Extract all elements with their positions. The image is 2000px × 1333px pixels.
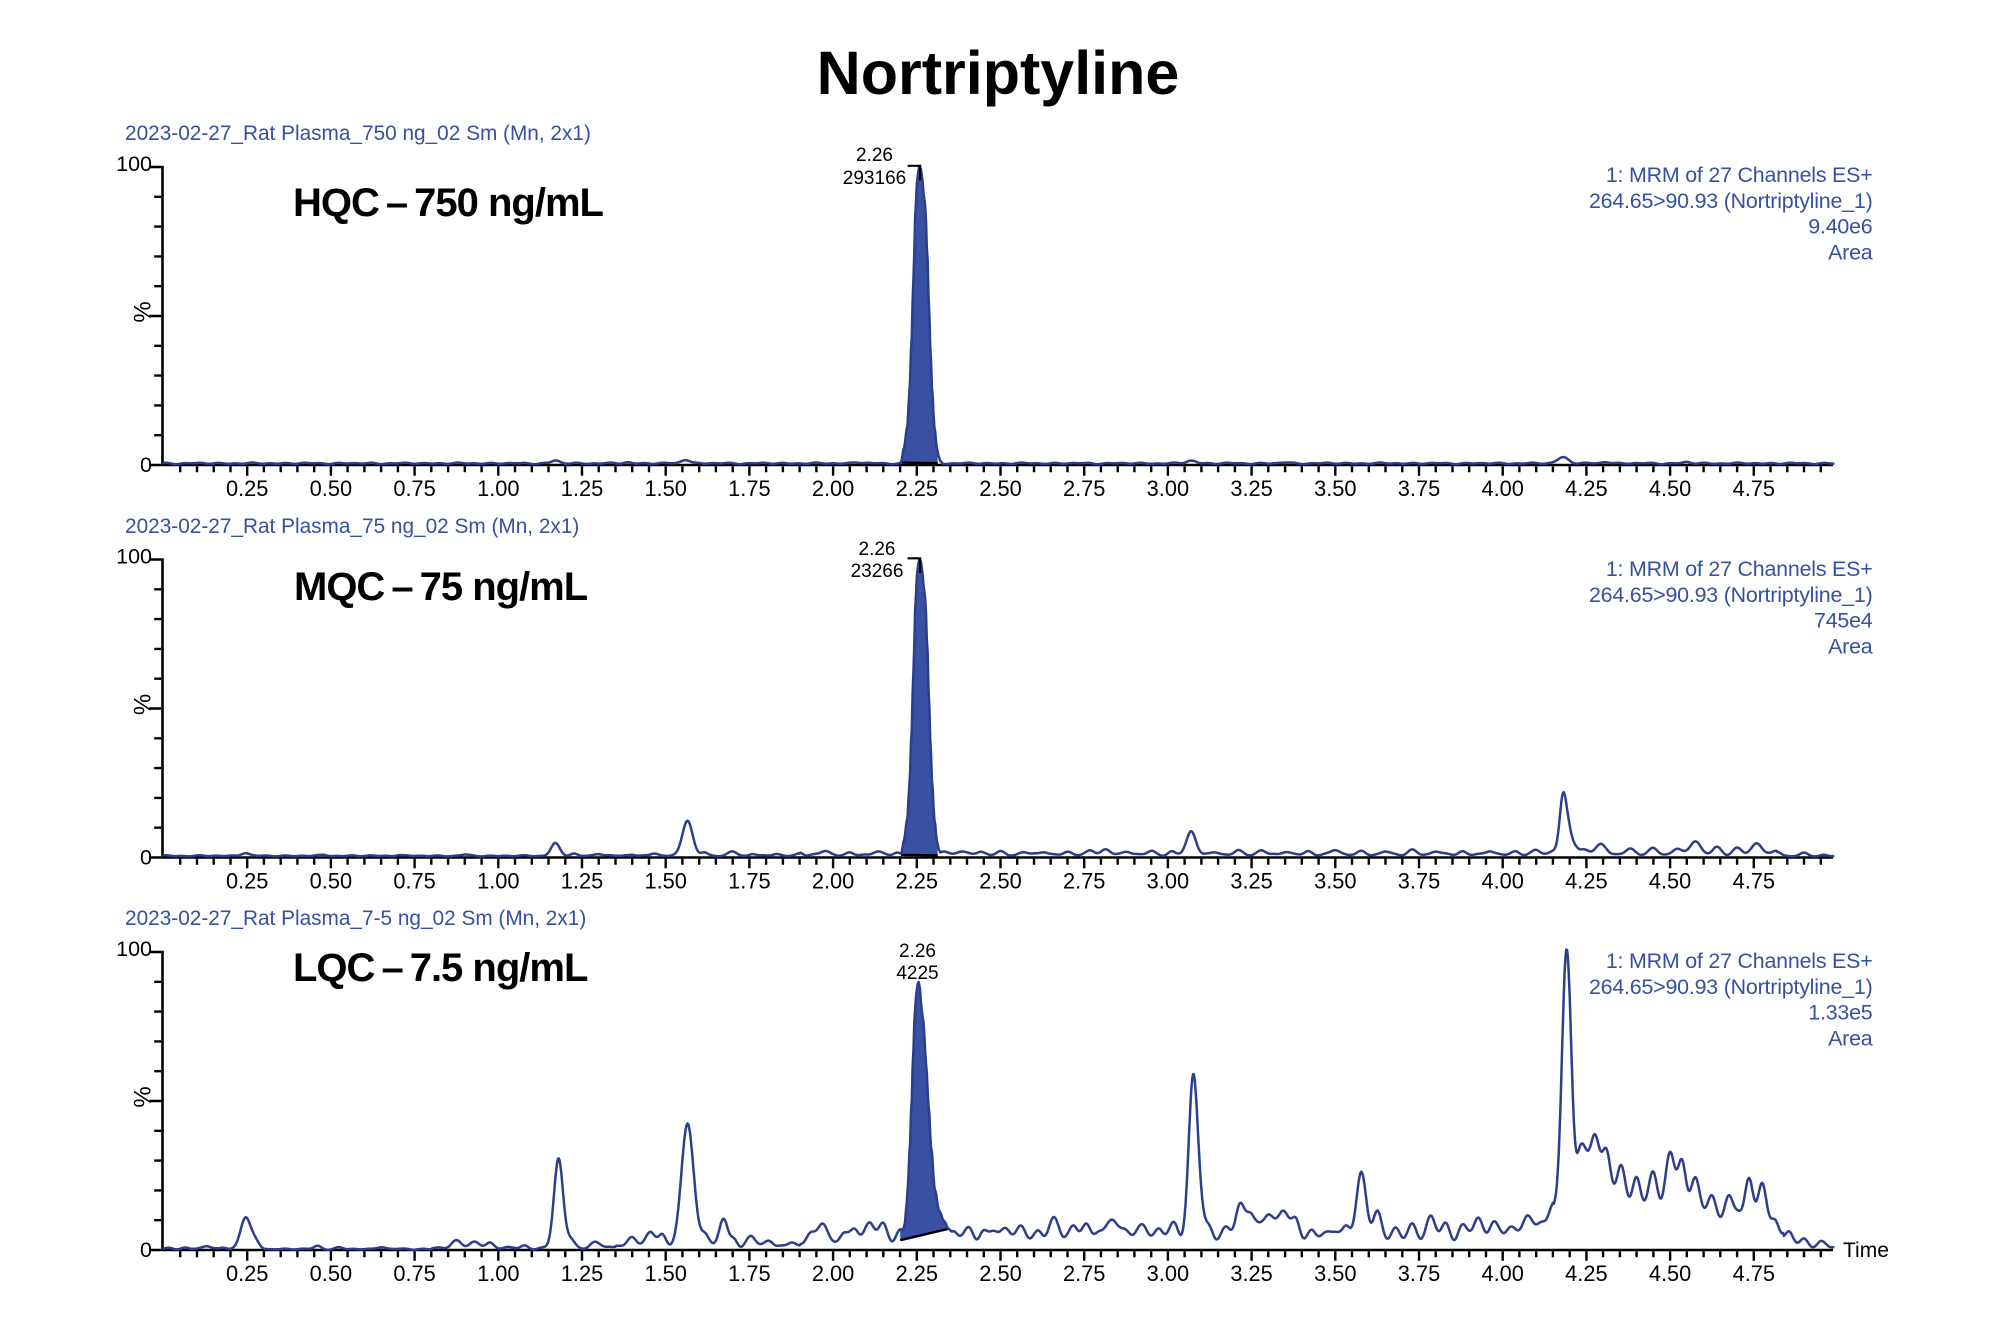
svg-text:100: 100 [116,152,152,176]
svg-text:3.75: 3.75 [1398,1261,1440,1286]
svg-text:2.50: 2.50 [979,1261,1021,1286]
svg-text:3.00: 3.00 [1147,869,1189,894]
svg-text:LQC – 7.5 ng/mL: LQC – 7.5 ng/mL [293,946,588,990]
svg-text:2.75: 2.75 [1063,476,1105,501]
svg-text:1.75: 1.75 [728,476,770,501]
svg-text:1.00: 1.00 [477,1261,519,1286]
svg-text:1: MRM of 27 Channels ES+: 1: MRM of 27 Channels ES+ [1606,557,1873,581]
svg-text:4.75: 4.75 [1733,476,1775,501]
svg-text:Area: Area [1828,634,1873,658]
svg-text:%: % [130,301,157,322]
svg-text:1.33e5: 1.33e5 [1808,1001,1872,1025]
svg-text:1.25: 1.25 [561,869,603,894]
svg-text:Nortriptyline: Nortriptyline [817,39,1180,107]
svg-text:0: 0 [140,1238,152,1262]
svg-text:4.00: 4.00 [1481,869,1523,894]
svg-text:4.00: 4.00 [1481,1261,1523,1286]
svg-text:0.25: 0.25 [226,869,268,894]
svg-text:4.50: 4.50 [1649,869,1691,894]
svg-text:HQC – 750 ng/mL: HQC – 750 ng/mL [293,181,604,225]
svg-text:2.00: 2.00 [812,1261,854,1286]
svg-text:100: 100 [116,545,152,569]
svg-text:0: 0 [140,453,152,477]
svg-text:1: MRM of 27 Channels ES+: 1: MRM of 27 Channels ES+ [1606,949,1873,973]
svg-text:4.25: 4.25 [1565,869,1607,894]
svg-text:2.00: 2.00 [812,869,854,894]
svg-text:4.50: 4.50 [1649,1261,1691,1286]
svg-text:1.50: 1.50 [644,476,686,501]
svg-text:4.75: 4.75 [1733,1261,1775,1286]
svg-text:Area: Area [1828,240,1873,264]
svg-text:MQC – 75 ng/mL: MQC – 75 ng/mL [294,565,588,609]
svg-text:0.25: 0.25 [226,1261,268,1286]
svg-text:Area: Area [1828,1026,1873,1050]
svg-text:100: 100 [116,937,152,961]
svg-text:4.50: 4.50 [1649,476,1691,501]
svg-text:2.26: 2.26 [856,145,893,166]
svg-text:1.50: 1.50 [644,869,686,894]
svg-text:3.75: 3.75 [1398,476,1440,501]
svg-text:2.25: 2.25 [896,869,938,894]
svg-text:3.25: 3.25 [1230,476,1272,501]
svg-text:1.25: 1.25 [561,1261,603,1286]
svg-text:2023-02-27_Rat Plasma_7-5 ng_0: 2023-02-27_Rat Plasma_7-5 ng_02 Sm (Mn, … [125,907,586,930]
svg-text:2.50: 2.50 [979,869,1021,894]
svg-text:0.50: 0.50 [310,869,352,894]
svg-text:2.25: 2.25 [896,1261,938,1286]
svg-text:293166: 293166 [843,168,906,189]
svg-text:3.75: 3.75 [1398,869,1440,894]
svg-text:0: 0 [140,846,152,870]
svg-text:2.00: 2.00 [812,476,854,501]
svg-text:1.00: 1.00 [477,476,519,501]
svg-text:1: MRM of 27 Channels ES+: 1: MRM of 27 Channels ES+ [1606,163,1873,187]
svg-text:1.75: 1.75 [728,1261,770,1286]
svg-text:2.75: 2.75 [1063,869,1105,894]
svg-text:0.75: 0.75 [393,476,435,501]
svg-text:3.50: 3.50 [1314,476,1356,501]
svg-text:3.00: 3.00 [1147,1261,1189,1286]
svg-text:1.50: 1.50 [644,1261,686,1286]
svg-text:2.50: 2.50 [979,476,1021,501]
svg-text:%: % [130,694,157,715]
svg-text:4225: 4225 [896,963,938,984]
svg-text:3.25: 3.25 [1230,869,1272,894]
svg-text:264.65>90.93 (Nortriptyline_1): 264.65>90.93 (Nortriptyline_1) [1589,189,1873,213]
svg-text:1.00: 1.00 [477,869,519,894]
svg-text:264.65>90.93 (Nortriptyline_1): 264.65>90.93 (Nortriptyline_1) [1589,583,1873,607]
svg-text:0.75: 0.75 [393,1261,435,1286]
svg-text:%: % [130,1086,157,1107]
svg-text:0.50: 0.50 [310,476,352,501]
svg-text:1.75: 1.75 [728,869,770,894]
svg-text:2.75: 2.75 [1063,1261,1105,1286]
svg-text:3.50: 3.50 [1314,869,1356,894]
svg-text:0.50: 0.50 [310,1261,352,1286]
svg-text:1.25: 1.25 [561,476,603,501]
svg-text:2.25: 2.25 [896,476,938,501]
svg-text:2023-02-27_Rat Plasma_75 ng_02: 2023-02-27_Rat Plasma_75 ng_02 Sm (Mn, 2… [125,515,579,538]
svg-text:4.25: 4.25 [1565,1261,1607,1286]
svg-text:2.26: 2.26 [859,539,896,560]
svg-text:9.40e6: 9.40e6 [1808,215,1872,239]
svg-text:0.25: 0.25 [226,476,268,501]
svg-text:2023-02-27_Rat Plasma_750 ng_0: 2023-02-27_Rat Plasma_750 ng_02 Sm (Mn, … [125,122,591,145]
svg-text:0.75: 0.75 [393,869,435,894]
svg-text:264.65>90.93 (Nortriptyline_1): 264.65>90.93 (Nortriptyline_1) [1589,975,1873,999]
svg-text:3.25: 3.25 [1230,1261,1272,1286]
svg-text:Time: Time [1843,1239,1889,1262]
svg-text:3.50: 3.50 [1314,1261,1356,1286]
svg-text:4.25: 4.25 [1565,476,1607,501]
svg-text:23266: 23266 [851,561,904,582]
svg-text:4.00: 4.00 [1481,476,1523,501]
svg-text:2.26: 2.26 [899,941,936,962]
svg-text:4.75: 4.75 [1733,869,1775,894]
svg-text:745e4: 745e4 [1814,609,1873,633]
svg-text:3.00: 3.00 [1147,476,1189,501]
